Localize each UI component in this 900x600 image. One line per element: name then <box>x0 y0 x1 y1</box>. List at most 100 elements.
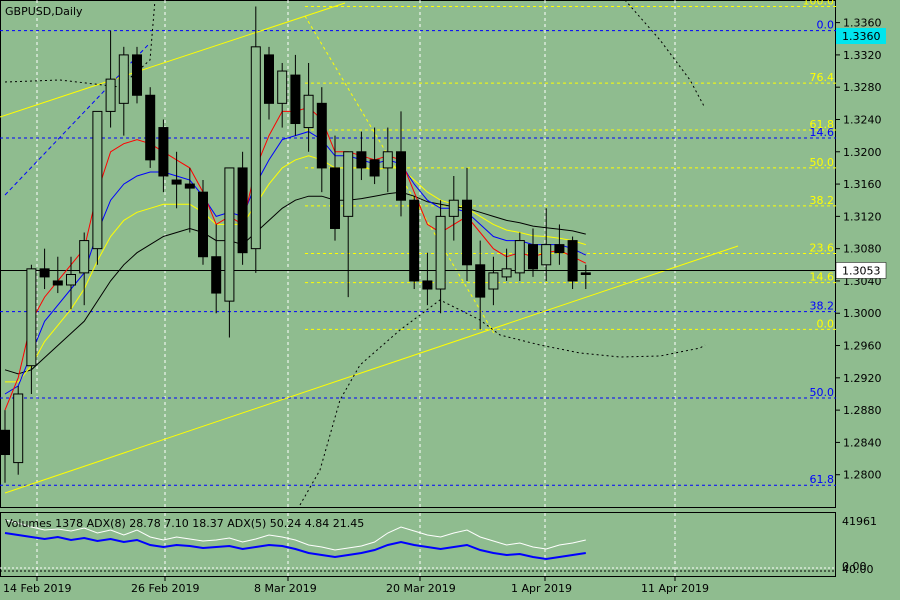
price-tick-label: 1.2800 <box>843 469 882 482</box>
candle-body <box>26 268 37 367</box>
candle-body <box>237 167 248 254</box>
price-tick-label: 1.2840 <box>843 436 882 449</box>
candle[interactable] <box>39 248 50 290</box>
candle[interactable] <box>184 167 195 233</box>
candle[interactable] <box>396 111 406 217</box>
candle[interactable] <box>475 240 486 330</box>
candle[interactable] <box>79 232 90 306</box>
candle-body <box>39 268 50 278</box>
candle[interactable] <box>488 256 499 306</box>
candle-body <box>554 244 565 254</box>
candle[interactable] <box>580 264 591 290</box>
lower-channel-line <box>4 245 739 494</box>
fib-yellow-label: 14.6 <box>810 271 835 284</box>
candle[interactable] <box>211 224 222 314</box>
price-tick-label: 1.3080 <box>843 243 882 256</box>
candle[interactable] <box>369 127 380 185</box>
candle[interactable] <box>528 228 538 277</box>
candle-body <box>514 240 525 274</box>
candle[interactable] <box>171 151 182 209</box>
candle[interactable] <box>237 151 248 265</box>
candle[interactable] <box>316 87 327 193</box>
date-tick-label: 1 Apr 2019 <box>511 582 572 595</box>
candle-body <box>567 240 578 282</box>
candle[interactable] <box>303 62 314 152</box>
candle-body <box>145 94 156 161</box>
candle-body <box>105 78 116 112</box>
candle[interactable] <box>277 62 288 128</box>
fib-blue-label: 0.0 <box>817 19 835 32</box>
candle[interactable] <box>224 167 235 338</box>
price-tick-label: 1.2920 <box>843 372 882 385</box>
chart-title: GBPUSD,Daily <box>5 5 83 18</box>
price-tick-label: 1.2960 <box>843 340 882 353</box>
fib-blue-label: 38.2 <box>810 300 835 313</box>
candle[interactable] <box>52 256 63 294</box>
price-tick-label: 1.3120 <box>843 210 882 223</box>
price-tick-label: 1.3240 <box>843 113 882 126</box>
candle[interactable] <box>435 200 446 314</box>
candle[interactable] <box>92 110 103 265</box>
candle-body <box>224 167 235 302</box>
date-tick-label: 11 Apr 2019 <box>641 582 709 595</box>
indicator-panel-border <box>0 512 836 577</box>
price-tick-label: 1.3160 <box>843 178 882 191</box>
price-tick-label: 1.3320 <box>843 49 882 62</box>
candle[interactable] <box>198 180 208 265</box>
price-tick-label: 1.3200 <box>843 146 882 159</box>
fib-yellow-label: 38.2 <box>810 194 835 207</box>
candle[interactable] <box>105 30 116 128</box>
candle[interactable] <box>26 264 37 394</box>
candle-body <box>92 110 103 250</box>
date-tick-label: 20 Mar 2019 <box>386 582 456 595</box>
candle[interactable] <box>66 256 76 310</box>
candle[interactable] <box>158 119 169 193</box>
candle-body <box>158 127 169 177</box>
candle[interactable] <box>250 6 261 273</box>
candle[interactable] <box>145 87 156 168</box>
date-tick-label: 14 Feb 2019 <box>3 582 71 595</box>
candle[interactable] <box>514 232 525 281</box>
upper-channel-line <box>0 2 346 118</box>
ma-yellow-line <box>5 155 586 383</box>
candle-body <box>488 272 499 290</box>
candle[interactable] <box>330 135 340 241</box>
candle-body <box>501 268 512 278</box>
candle[interactable] <box>501 248 512 281</box>
candle[interactable] <box>290 54 301 136</box>
candle[interactable] <box>382 127 393 193</box>
candle-body <box>52 280 63 286</box>
candle[interactable] <box>448 175 459 241</box>
candlesticks[interactable] <box>0 6 591 483</box>
candle[interactable] <box>132 46 142 104</box>
candle-body <box>356 151 367 169</box>
candle[interactable] <box>0 410 10 483</box>
indicator-tick-top: 41961 <box>842 515 877 528</box>
date-tick-label: 8 Mar 2019 <box>254 582 317 595</box>
candle[interactable] <box>422 252 433 306</box>
fib-yellow-label: 100.0 <box>803 0 835 7</box>
candle[interactable] <box>13 385 24 475</box>
fib-yellow-label: 23.6 <box>810 242 835 255</box>
fibonacci-labels: 100.0 76.4 61.8 50.0 38.2 23.6 14.6 0.0 0.0 14.6 3… <box>803 0 835 486</box>
fib-yellow-label: 0.0 <box>817 317 835 330</box>
candle[interactable] <box>567 236 578 290</box>
candle[interactable] <box>541 208 552 281</box>
price-tick-label: 1.2880 <box>843 404 882 417</box>
candle[interactable] <box>356 131 367 181</box>
indicator-tick-overlap: 40.00 <box>842 563 874 576</box>
candle[interactable] <box>409 196 420 290</box>
fib-yellow-label: 50.0 <box>810 156 835 169</box>
candle-body <box>448 199 459 217</box>
candle[interactable] <box>462 167 472 281</box>
candle[interactable] <box>118 46 129 136</box>
candle-body <box>541 244 552 266</box>
candle[interactable] <box>554 224 565 265</box>
indicator-grid <box>0 567 836 572</box>
candle-body <box>132 54 142 96</box>
candle[interactable] <box>264 46 274 120</box>
candle-body <box>13 393 24 464</box>
candle[interactable] <box>343 151 354 298</box>
candle-body <box>303 94 314 129</box>
